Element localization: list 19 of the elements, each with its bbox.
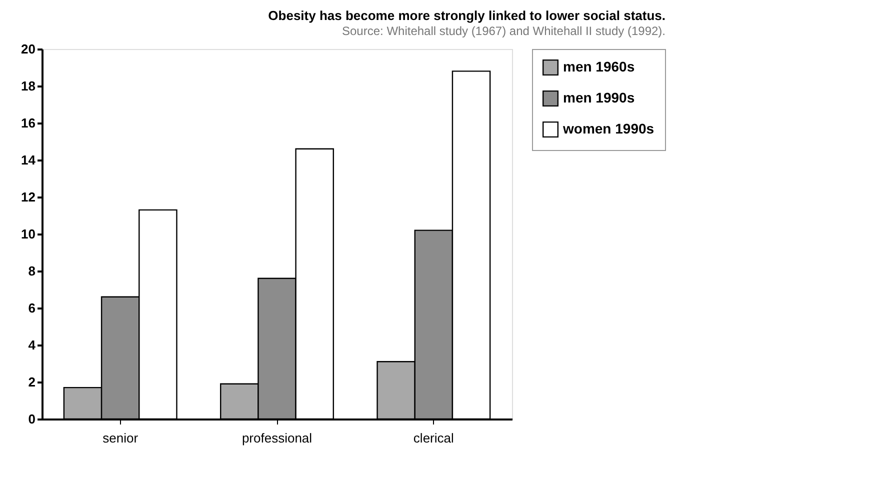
legend-label: men 1960s [563, 58, 635, 74]
y-tick-label: 2 [28, 374, 36, 390]
y-tick-label: 20 [21, 42, 36, 56]
chart-title: Obesity has become more strongly linked to lower social status. [268, 8, 666, 23]
y-tick-label: 18 [21, 78, 36, 94]
legend-label: women 1990s [562, 120, 654, 136]
x-tick-label: clerical [413, 430, 454, 446]
y-tick-label: 12 [21, 190, 36, 204]
y-tick-label: 4 [28, 338, 36, 352]
x-tick-label: senior [102, 430, 139, 446]
y-tick-label: 10 [21, 226, 36, 242]
y-tick-label: 14 [21, 152, 36, 168]
y-tick-label: 6 [28, 300, 36, 316]
y-tick-label: 8 [28, 264, 36, 278]
legend-label: men 1990s [563, 90, 635, 106]
x-tick-label: professional [242, 430, 312, 446]
y-tick-label: 16 [21, 116, 36, 130]
source-note: Source: Whitehall study (1967) and Whitehall II study (1992). [342, 24, 666, 38]
y-tick-label: 0 [28, 412, 36, 426]
